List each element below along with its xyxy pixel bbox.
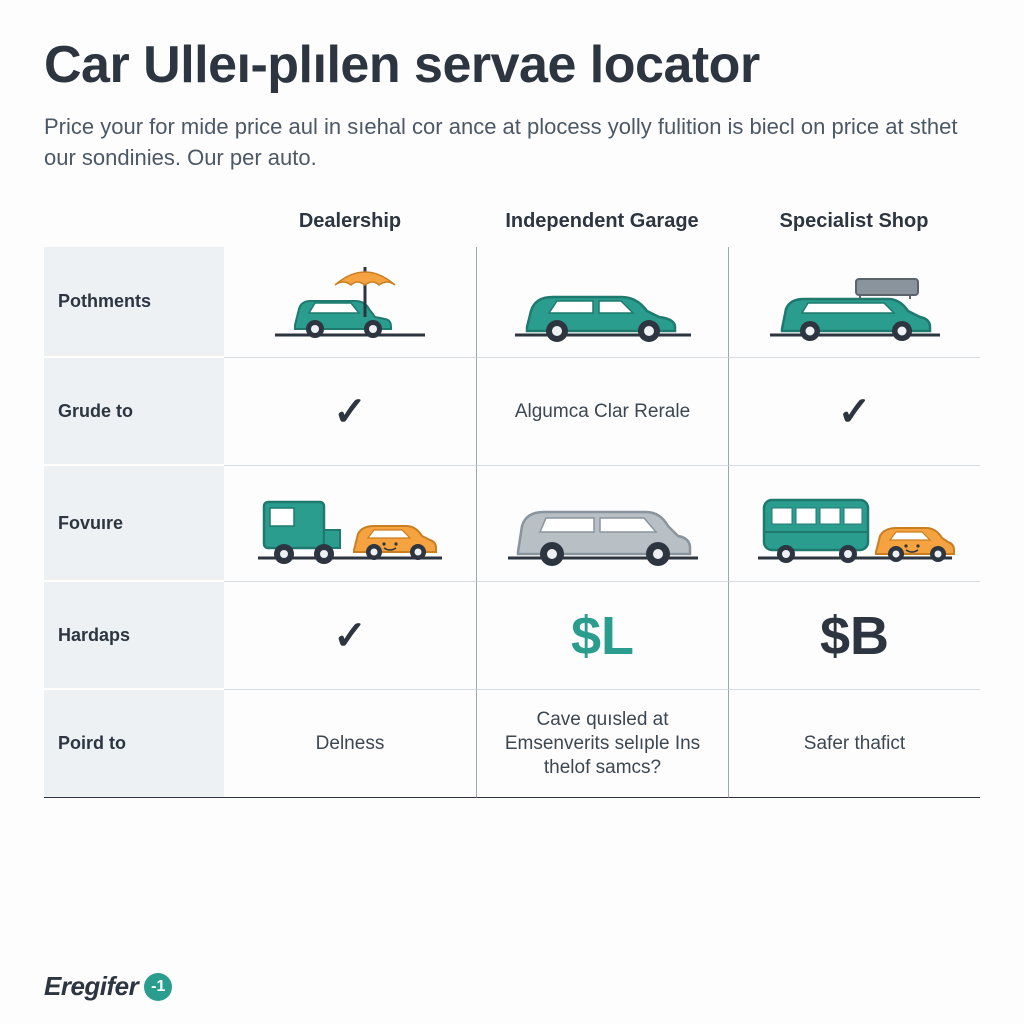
footer-badge: -1 [144,973,172,1001]
cell-icon [476,466,728,582]
cell-text: Delness [224,690,476,798]
cell-dollar: $L [476,582,728,690]
check-icon: ✓ [333,389,367,435]
cell-text-value: Algumca Clar Rerale [515,400,690,424]
cell-text-value: Safer thafict [804,732,905,756]
row-label: Hardaps [44,582,224,690]
car-umbrella-icon [265,257,435,347]
cell-icon [224,247,476,358]
page-title: Car Ulleı-plılen servae locator [44,38,980,93]
cell-text: Cave quısled at Emsenverits selıple Ins … [476,690,728,798]
cell-check: ✓ [224,582,476,690]
cell-text: Algumca Clar Rerale [476,358,728,466]
truck-and-car-icon [250,476,450,571]
row-label: Grude to [44,358,224,466]
sedan-teal-icon [503,257,703,347]
comparison-table: Dealership Independent Garage Specialist… [44,200,980,798]
cell-check: ✓ [224,358,476,466]
check-icon: ✓ [838,389,872,435]
cell-dollar: $B [728,582,980,690]
footer-brand: Eregifer [44,971,138,1002]
col-header-dealership: Dealership [224,200,476,247]
cell-text-value: Delness [316,732,385,756]
suv-grey-icon [498,476,708,571]
check-icon: ✓ [333,613,367,659]
col-header-specialist: Specialist Shop [728,200,980,247]
cell-text-value: Cave quısled at Emsenverits selıple Ins … [485,708,720,779]
wagon-roofbox-icon [760,257,950,347]
cell-icon [728,247,980,358]
cell-check: ✓ [728,358,980,466]
page-subtitle: Price your for mide price aul in sıehal … [44,111,964,175]
bus-and-car-icon [750,476,960,571]
cell-icon [476,247,728,358]
price-value: $B [820,605,889,667]
cell-icon [728,466,980,582]
cell-text: Safer thafict [728,690,980,798]
row-label: Fovuıre [44,466,224,582]
row-label: Poird to [44,690,224,798]
cell-icon [224,466,476,582]
price-value: $L [571,605,634,667]
col-header-independent: Independent Garage [476,200,728,247]
footer: Eregifer -1 [44,971,172,1002]
row-label: Pothments [44,247,224,358]
